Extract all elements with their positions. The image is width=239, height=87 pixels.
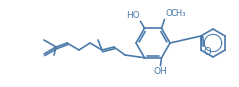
- Text: CH₃: CH₃: [170, 9, 186, 18]
- Text: O: O: [165, 9, 173, 18]
- Text: HO: HO: [126, 11, 140, 20]
- Text: O: O: [203, 47, 211, 57]
- Text: OH: OH: [154, 67, 167, 76]
